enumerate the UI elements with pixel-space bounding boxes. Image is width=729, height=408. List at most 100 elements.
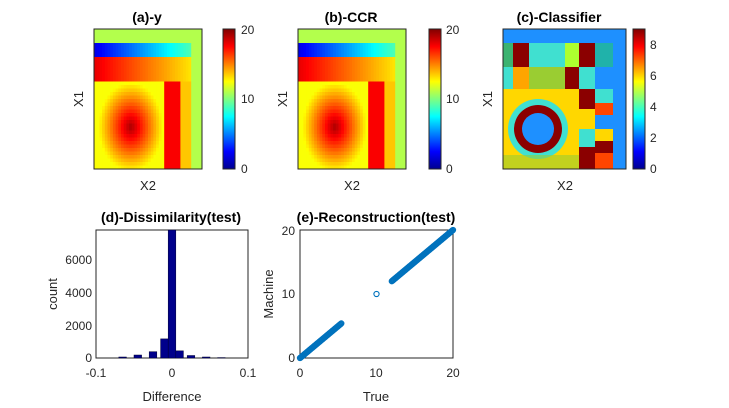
heatmap-cell: [349, 29, 353, 33]
heatmap-cell: [333, 74, 337, 79]
heatmap-cell: [384, 53, 388, 58]
heatmap-cell: [166, 53, 170, 58]
heatmap-cell: [158, 60, 162, 65]
panel-e: (e)-Reconstruction(test) 0 10 20 0 10 20…: [261, 209, 460, 404]
heatmap-cell: [131, 50, 135, 54]
heatmap-cell: [298, 60, 302, 65]
heatmap-cell: [370, 71, 374, 75]
heatmap-cell: [121, 71, 125, 75]
heatmap-cell: [123, 64, 127, 68]
region: [513, 43, 529, 67]
heatmap-cell: [193, 141, 197, 145]
heatmap-cell: [322, 71, 326, 75]
heatmap-cell: [365, 36, 369, 40]
heatmap-cell: [395, 127, 399, 131]
heatmap-cell: [384, 95, 388, 100]
heatmap-cell: [322, 74, 326, 79]
heatmap-cell: [300, 151, 304, 156]
heatmap-cell: [314, 137, 318, 142]
heatmap-cell: [346, 46, 350, 51]
panel-c: (c)-Classifier: [480, 9, 657, 193]
heatmap-cell: [376, 53, 380, 58]
heatmap-cell: [148, 120, 152, 124]
heatmap-cell: [403, 81, 407, 86]
heatmap-cell: [384, 116, 388, 121]
heatmap-cell: [365, 113, 369, 117]
heatmap-cell: [365, 81, 369, 86]
heatmap-cell: [370, 102, 374, 107]
heatmap-cell: [373, 81, 377, 86]
heatmap-cell: [403, 74, 407, 79]
heatmap-cell: [387, 162, 391, 166]
heatmap-cell: [115, 32, 119, 37]
heatmap-cell: [123, 43, 127, 47]
heatmap-cell: [172, 60, 176, 65]
heatmap-cell: [94, 120, 98, 124]
heatmap-cell: [99, 36, 103, 40]
region: [595, 153, 613, 169]
heatmap-cell: [335, 29, 339, 33]
heatmap-cell: [300, 102, 304, 107]
heatmap-cell: [308, 123, 312, 128]
heatmap-cell: [145, 123, 149, 128]
heatmap-cell: [169, 106, 173, 110]
heatmap-cell: [193, 162, 197, 166]
heatmap-cell: [343, 92, 347, 96]
heatmap-cell: [110, 39, 114, 44]
heatmap-cell: [387, 88, 391, 93]
heatmap-cell: [177, 78, 181, 82]
heatmap-cell: [196, 43, 200, 47]
heatmap-cell: [158, 162, 162, 166]
heatmap-cell: [107, 46, 111, 51]
heatmap-cell: [300, 32, 304, 37]
heatmap-cell: [389, 102, 393, 107]
heatmap-cell: [325, 95, 329, 100]
heatmap-cell: [177, 158, 181, 163]
heatmap-cell: [199, 81, 203, 86]
heatmap-cell: [384, 134, 388, 138]
heatmap-cell: [158, 39, 162, 44]
heatmap-cell: [175, 106, 179, 110]
heatmap-cell: [172, 141, 176, 145]
heatmap-cell: [395, 32, 399, 37]
heatmap-cell: [153, 43, 157, 47]
heatmap-cell: [387, 113, 391, 117]
heatmap-cell: [306, 134, 310, 138]
heatmap-cell: [384, 109, 388, 114]
heatmap-cell: [166, 50, 170, 54]
heatmap-cell: [137, 116, 141, 121]
heatmap-cell: [104, 36, 108, 40]
heatmap-cell: [400, 134, 404, 138]
heatmap-cell: [191, 123, 195, 128]
heatmap-cell: [322, 95, 326, 100]
heatmap-cell: [327, 148, 331, 152]
heatmap-cell: [118, 127, 122, 131]
heatmap-cell: [172, 155, 176, 159]
heatmap-cell: [335, 39, 339, 44]
heatmap-cell: [104, 123, 108, 128]
heatmap-cell: [338, 36, 342, 40]
heatmap-cell: [96, 32, 100, 37]
heatmap-cell: [306, 60, 310, 65]
heatmap-cell: [156, 116, 160, 121]
heatmap-cell: [392, 123, 396, 128]
heatmap-cell: [175, 53, 179, 58]
heatmap-cell: [172, 29, 176, 33]
heatmap-cell: [338, 64, 342, 68]
heatmap-cell: [311, 134, 315, 138]
heatmap-cell: [137, 123, 141, 128]
heatmap-cell: [196, 29, 200, 33]
heatmap-cell: [335, 109, 339, 114]
heatmap-cell: [142, 36, 146, 40]
heatmap-cell: [330, 88, 334, 93]
heatmap-cell: [191, 81, 195, 86]
heatmap-cell: [343, 85, 347, 89]
heatmap-cell: [96, 141, 100, 145]
heatmap-cell: [137, 57, 141, 61]
heatmap-cell: [137, 99, 141, 103]
heatmap-cell: [338, 81, 342, 86]
heatmap-cell: [104, 74, 108, 79]
heatmap-cell: [129, 130, 133, 135]
heatmap-cell: [370, 95, 374, 100]
heatmap-cell: [319, 123, 323, 128]
